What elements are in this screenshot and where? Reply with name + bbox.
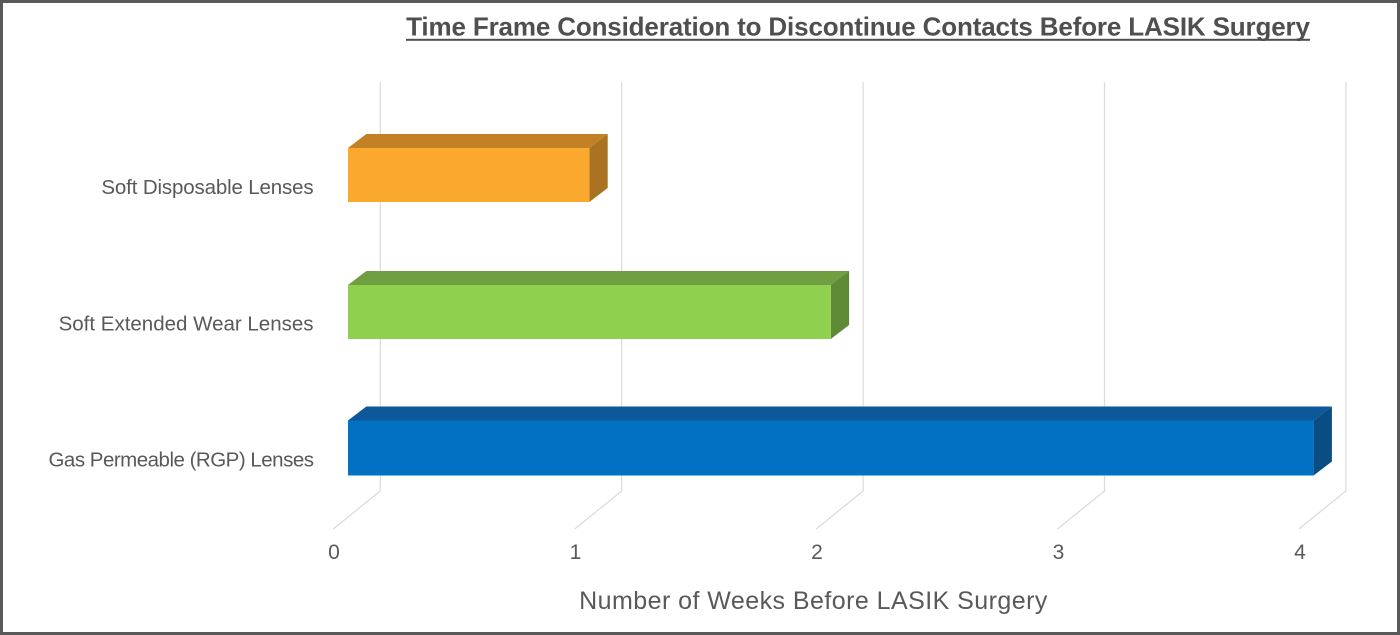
svg-text:3: 3 xyxy=(1053,541,1065,564)
svg-text:2: 2 xyxy=(811,541,823,564)
svg-text:0: 0 xyxy=(328,541,340,564)
svg-text:1: 1 xyxy=(570,541,582,564)
svg-text:Number of Weeks Before LASIK S: Number of Weeks Before LASIK Surgery xyxy=(579,587,1048,615)
svg-text:Gas Permeable (RGP) Lenses: Gas Permeable (RGP) Lenses xyxy=(48,449,313,472)
svg-text:Soft Disposable Lenses: Soft Disposable Lenses xyxy=(101,176,313,199)
svg-text:Soft Extended Wear Lenses: Soft Extended Wear Lenses xyxy=(59,313,314,336)
svg-text:Time Frame Consideration to Di: Time Frame Consideration to Discontinue … xyxy=(406,12,1310,42)
svg-text:4: 4 xyxy=(1294,541,1306,564)
